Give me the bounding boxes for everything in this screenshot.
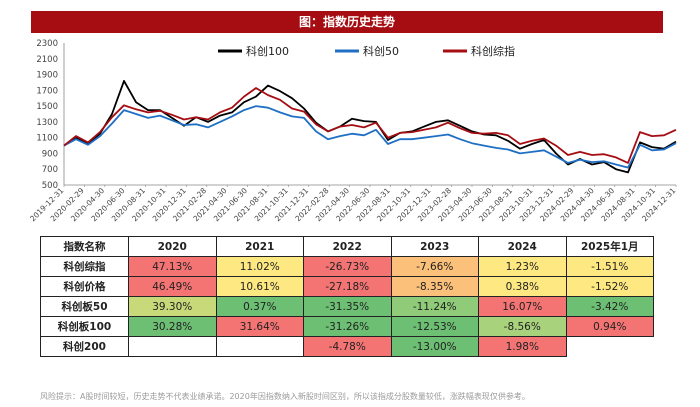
table-row: 科创200 -4.78% -13.00% 1.98% (40, 336, 654, 357)
value-cell: -7.66% (390, 256, 479, 277)
row-name: 科创价格 (40, 276, 129, 297)
y-tick-label: 2100 (36, 55, 58, 65)
value-cell (128, 336, 217, 357)
table-header-row: 指数名称 2020 2021 2022 2023 2024 2025年1月 (40, 236, 654, 257)
row-name: 科创综指 (40, 256, 129, 277)
row-name: 科创板50 (40, 296, 129, 317)
y-tick-label: 1100 (36, 134, 58, 144)
value-cell: 46.49% (128, 276, 217, 297)
value-cell: 0.38% (478, 276, 567, 297)
risk-disclaimer: 风险提示：A股时间较短，历史走势不代表业绩承诺。2020年因指数纳入新股时间区别… (40, 392, 530, 401)
value-cell: -26.73% (303, 256, 392, 277)
value-cell: 10.61% (215, 276, 304, 297)
header-cell: 指数名称 (40, 236, 129, 257)
value-cell: 30.28% (128, 316, 217, 337)
header-cell: 2020 (128, 236, 217, 257)
value-cell: 47.13% (128, 256, 217, 277)
legend-label: 科创100 (246, 44, 289, 58)
legend-label: 科创50 (363, 44, 399, 58)
series-line-3 (63, 87, 677, 164)
value-cell: -31.35% (303, 296, 392, 317)
value-cell: -1.51% (565, 256, 654, 277)
value-cell: 31.64% (215, 316, 304, 337)
value-cell: 1.23% (478, 256, 567, 277)
value-cell: -12.53% (390, 316, 479, 337)
y-tick-label: 1700 (36, 86, 58, 96)
y-tick-label: 700 (42, 165, 58, 175)
value-cell: 0.37% (215, 296, 304, 317)
index-history-chart: 5007009001100130015001700190021002300201… (28, 39, 677, 223)
value-cell: -27.18% (303, 276, 392, 297)
row-name: 科创200 (40, 336, 129, 357)
y-tick-label: 500 (42, 181, 58, 191)
value-cell: -4.78% (303, 336, 392, 357)
table-row: 科创板100 30.28% 31.64% -31.26% -12.53% -8.56% 0.… (40, 316, 654, 337)
value-cell: -1.52% (565, 276, 654, 297)
value-cell (215, 336, 304, 357)
y-tick-label: 900 (42, 149, 58, 159)
value-cell: 39.30% (128, 296, 217, 317)
value-cell: -31.26% (303, 316, 392, 337)
table-row: 科创综指 47.13% 11.02% -26.73% -7.66% 1.23% -1.51% (40, 256, 654, 277)
header-cell: 2025年1月 (565, 236, 654, 257)
header-cell: 2023 (390, 236, 479, 257)
row-name: 科创板100 (40, 316, 129, 337)
value-cell: 16.07% (478, 296, 567, 317)
y-tick-label: 1500 (36, 102, 58, 112)
value-cell: -11.24% (390, 296, 479, 317)
header-cell: 2022 (303, 236, 392, 257)
table-row: 科创价格 46.49% 10.61% -27.18% -8.35% 0.38% -1.52% (40, 276, 654, 297)
header-cell: 2024 (478, 236, 567, 257)
value-cell: -8.35% (390, 276, 479, 297)
y-tick-label: 2300 (36, 39, 58, 49)
header-cell: 2021 (215, 236, 304, 257)
value-cell: 11.02% (215, 256, 304, 277)
series-line-1 (63, 80, 677, 174)
value-cell: -13.00% (390, 336, 479, 357)
value-cell: 1.98% (478, 336, 567, 357)
chart-title: 图：指数历史走势 (31, 11, 663, 33)
value-cell: -3.42% (565, 296, 654, 317)
y-tick-label: 1900 (36, 71, 58, 81)
value-cell: 0.94% (565, 316, 654, 337)
table-row: 科创板50 39.30% 0.37% -31.35% -11.24% 16.07% -3.4… (40, 296, 654, 317)
performance-table: 指数名称 2020 2021 2022 2023 2024 2025年1月 科创… (40, 236, 654, 357)
legend-label: 科创综指 (471, 44, 515, 58)
value-cell: -8.56% (478, 316, 567, 337)
y-tick-label: 1300 (36, 118, 58, 128)
series-line-2 (63, 105, 677, 169)
